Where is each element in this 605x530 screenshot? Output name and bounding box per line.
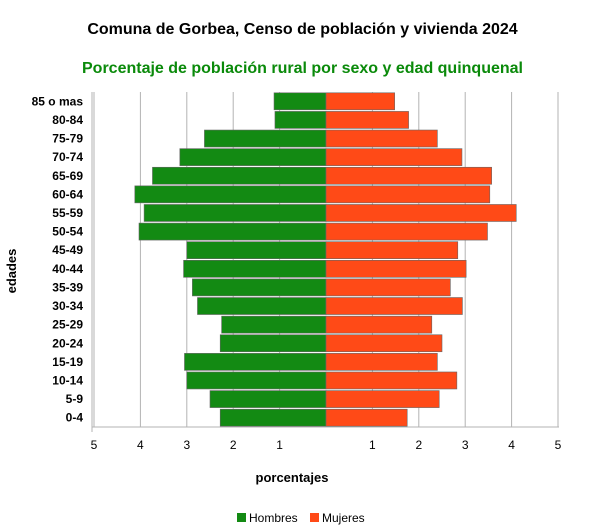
bar-mujeres-10-14: [325, 371, 458, 390]
y-axis-label: edades: [4, 249, 19, 294]
bar-mujeres-20-24: [325, 334, 443, 353]
bar-hombres-30-34: [197, 297, 327, 315]
legend-label-mujeres: Mujeres: [322, 511, 365, 525]
x-tick-label: 4: [137, 438, 144, 452]
x-tick-label: 3: [462, 438, 469, 452]
chart-subtitle: Porcentaje de población rural por sexo y…: [82, 60, 523, 77]
bar-mujeres-85-o-mas: [325, 92, 395, 111]
bar-mujeres-5-9: [325, 390, 440, 408]
category-label: 75-79: [52, 132, 83, 146]
x-tick-label: 2: [230, 438, 237, 452]
category-label: 30-34: [52, 299, 83, 313]
bar-hombres-20-24: [219, 334, 327, 353]
bar-hombres-65-69: [152, 166, 327, 185]
category-label: 0-4: [66, 411, 84, 425]
bar-mujeres-35-39: [325, 278, 451, 297]
bar-mujeres-70-74: [325, 148, 463, 166]
x-tick-label: 1: [276, 438, 283, 452]
bar-hombres-70-74: [179, 148, 327, 166]
x-tick-label: 1: [369, 438, 376, 452]
bar-mujeres-40-44: [325, 260, 467, 278]
bar-hombres-80-84: [274, 111, 327, 129]
x-tick-label: 3: [183, 438, 190, 452]
bar-hombres-10-14: [186, 371, 327, 390]
bar-hombres-35-39: [192, 278, 327, 297]
grid-lines: [93, 92, 559, 427]
legend-label-hombres: Hombres: [249, 511, 298, 525]
x-tick-labels: 5 4 3 2 1 1 2 3 4 5: [91, 438, 562, 452]
x-tick-label: 5: [91, 438, 98, 452]
category-label: 35-39: [52, 280, 83, 294]
bar-hombres-5-9: [209, 390, 327, 408]
legend: Hombres Mujeres: [237, 511, 365, 525]
category-label: 20-24: [52, 336, 83, 350]
category-label: 15-19: [52, 355, 83, 369]
category-label: 5-9: [66, 392, 84, 406]
bar-hombres-75-79: [204, 129, 327, 148]
bar-hombres-0-4: [219, 408, 327, 427]
bars: [134, 92, 517, 427]
bar-hombres-15-19: [184, 353, 327, 371]
category-label: 55-59: [52, 206, 83, 220]
x-tick-label: 2: [415, 438, 422, 452]
category-label: 25-29: [52, 318, 83, 332]
bar-mujeres-25-29: [325, 315, 433, 334]
category-label: 80-84: [52, 113, 83, 127]
bar-hombres-45-49: [186, 241, 327, 259]
bar-mujeres-30-34: [325, 297, 463, 315]
bar-mujeres-50-54: [325, 222, 488, 241]
bar-mujeres-80-84: [325, 111, 409, 129]
category-label: 85 o mas: [32, 94, 84, 108]
category-label: 50-54: [52, 225, 83, 239]
bar-hombres-60-64: [134, 185, 327, 204]
bar-mujeres-75-79: [325, 129, 438, 148]
bar-mujeres-45-49: [325, 241, 459, 259]
bar-mujeres-65-69: [325, 166, 492, 185]
category-label: 60-64: [52, 187, 83, 201]
bar-hombres-50-54: [138, 222, 327, 241]
chart-title: Comuna de Gorbea, Censo de población y v…: [87, 21, 518, 38]
bar-mujeres-15-19: [325, 353, 438, 371]
x-axis-label: porcentajes: [256, 470, 329, 485]
category-label: 65-69: [52, 169, 83, 183]
axes: [91, 92, 559, 432]
legend-swatch-hombres: [237, 513, 246, 522]
bar-mujeres-60-64: [325, 185, 491, 204]
x-tick-label: 5: [555, 438, 562, 452]
bar-hombres-85-o-mas: [273, 92, 327, 111]
legend-swatch-mujeres: [310, 513, 319, 522]
bar-mujeres-0-4: [325, 408, 408, 427]
category-labels: 85 o mas 80-84 75-79 70-74 65-69 60-64 55-59 50…: [32, 94, 84, 424]
bar-hombres-25-29: [221, 315, 327, 334]
bar-hombres-55-59: [143, 204, 327, 222]
category-label: 70-74: [52, 150, 83, 164]
bar-hombres-40-44: [183, 260, 327, 278]
category-label: 40-44: [52, 262, 83, 276]
x-tick-label: 4: [508, 438, 515, 452]
category-label: 45-49: [52, 243, 83, 257]
category-label: 10-14: [52, 373, 83, 387]
bar-mujeres-55-59: [325, 204, 517, 222]
